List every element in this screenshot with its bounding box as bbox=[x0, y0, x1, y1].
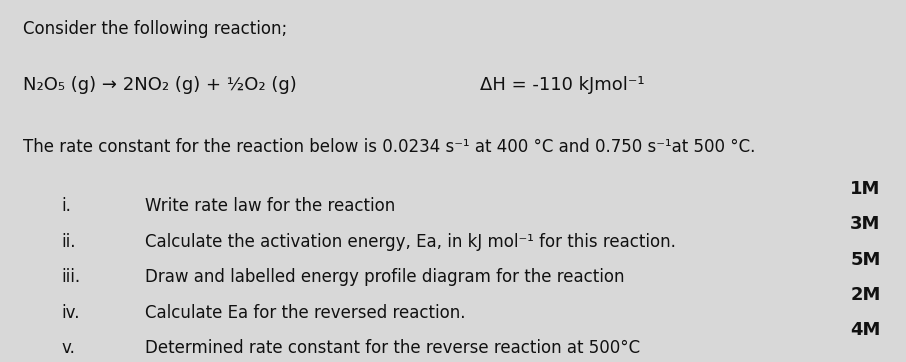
Text: Write rate law for the reaction: Write rate law for the reaction bbox=[145, 197, 395, 215]
Text: 5M: 5M bbox=[850, 251, 881, 269]
Text: 4M: 4M bbox=[850, 321, 881, 340]
Text: 3M: 3M bbox=[850, 215, 881, 233]
Text: v.: v. bbox=[62, 339, 75, 357]
Text: iv.: iv. bbox=[62, 304, 80, 322]
Text: 1M: 1M bbox=[850, 180, 881, 198]
Text: Consider the following reaction;: Consider the following reaction; bbox=[23, 20, 287, 38]
Text: iii.: iii. bbox=[62, 268, 81, 286]
Text: N₂O₅ (g) → 2NO₂ (g) + ½O₂ (g): N₂O₅ (g) → 2NO₂ (g) + ½O₂ (g) bbox=[23, 76, 296, 94]
Text: Calculate the activation energy, Ea, in kJ mol⁻¹ for this reaction.: Calculate the activation energy, Ea, in … bbox=[145, 233, 676, 251]
Text: 2M: 2M bbox=[850, 286, 881, 304]
Text: ii.: ii. bbox=[62, 233, 76, 251]
Text: ΔH = -110 kJmol⁻¹: ΔH = -110 kJmol⁻¹ bbox=[480, 76, 645, 94]
Text: Determined rate constant for the reverse reaction at 500°C: Determined rate constant for the reverse… bbox=[145, 339, 640, 357]
Text: The rate constant for the reaction below is 0.0234 s⁻¹ at 400 °C and 0.750 s⁻¹at: The rate constant for the reaction below… bbox=[23, 138, 755, 156]
Text: Draw and labelled energy profile diagram for the reaction: Draw and labelled energy profile diagram… bbox=[145, 268, 624, 286]
Text: Calculate Ea for the reversed reaction.: Calculate Ea for the reversed reaction. bbox=[145, 304, 466, 322]
Text: i.: i. bbox=[62, 197, 72, 215]
